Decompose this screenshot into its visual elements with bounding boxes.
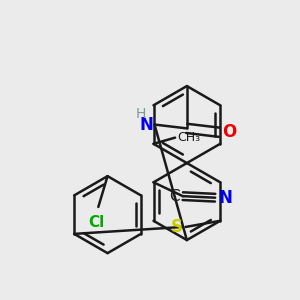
Text: H: H (136, 107, 146, 121)
Text: Cl: Cl (88, 214, 105, 230)
Text: O: O (222, 123, 236, 141)
Text: S: S (170, 218, 182, 236)
Text: CH₃: CH₃ (177, 131, 200, 144)
Text: N: N (218, 189, 232, 207)
Text: N: N (139, 116, 153, 134)
Text: C: C (169, 189, 180, 204)
